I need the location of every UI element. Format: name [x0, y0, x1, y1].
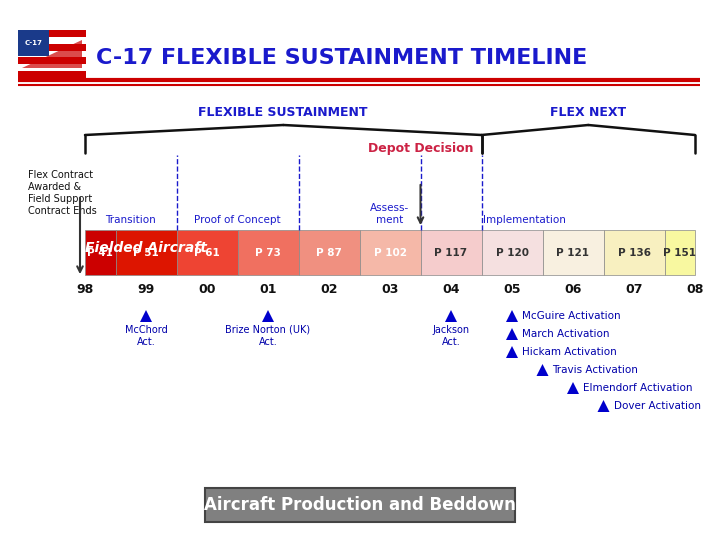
- Bar: [176, 230, 238, 275]
- Text: P 151: P 151: [663, 247, 696, 258]
- Bar: [665, 230, 695, 275]
- Text: Awarded &: Awarded &: [28, 182, 81, 192]
- Polygon shape: [506, 346, 518, 358]
- Bar: [603, 230, 665, 275]
- Text: Jackson
Act.: Jackson Act.: [433, 325, 469, 347]
- Text: P 102: P 102: [374, 247, 407, 258]
- Polygon shape: [445, 310, 457, 322]
- Polygon shape: [567, 382, 579, 394]
- Text: 00: 00: [198, 283, 216, 296]
- Polygon shape: [506, 328, 518, 340]
- Bar: [18, 44, 86, 51]
- Text: Depot Decision: Depot Decision: [368, 142, 473, 155]
- Text: FLEX NEXT: FLEX NEXT: [550, 106, 626, 119]
- Text: 06: 06: [564, 283, 582, 296]
- Text: 03: 03: [382, 283, 399, 296]
- Text: 07: 07: [625, 283, 643, 296]
- Polygon shape: [506, 310, 518, 322]
- Bar: [299, 230, 359, 275]
- Bar: [18, 51, 86, 57]
- Text: P 120: P 120: [495, 247, 528, 258]
- Text: 01: 01: [259, 283, 276, 296]
- Text: Elmendorf Activation: Elmendorf Activation: [583, 383, 693, 393]
- Bar: [205, 488, 515, 522]
- Bar: [85, 230, 115, 275]
- Bar: [18, 71, 86, 78]
- Text: P 73: P 73: [255, 247, 281, 258]
- Text: 04: 04: [442, 283, 460, 296]
- Text: Fielded Aircraft: Fielded Aircraft: [85, 240, 207, 254]
- Text: March Activation: March Activation: [522, 329, 610, 339]
- Text: 98: 98: [76, 283, 94, 296]
- Text: P 61: P 61: [194, 247, 220, 258]
- Text: Contract Ends: Contract Ends: [28, 206, 96, 216]
- Text: P 51: P 51: [133, 247, 159, 258]
- Polygon shape: [598, 400, 610, 412]
- Text: C-17 FLEXIBLE SUSTAINMENT TIMELINE: C-17 FLEXIBLE SUSTAINMENT TIMELINE: [96, 48, 588, 68]
- Text: Aircraft Production and Beddown: Aircraft Production and Beddown: [204, 496, 516, 514]
- Text: Brize Norton (UK)
Act.: Brize Norton (UK) Act.: [225, 325, 310, 347]
- Text: McGuire Activation: McGuire Activation: [522, 311, 621, 321]
- Bar: [18, 30, 49, 56]
- Text: FLEXIBLE SUSTAINMENT: FLEXIBLE SUSTAINMENT: [199, 106, 368, 119]
- Text: 99: 99: [138, 283, 155, 296]
- Text: Travis Activation: Travis Activation: [552, 365, 639, 375]
- Bar: [238, 230, 299, 275]
- Bar: [18, 64, 86, 71]
- Text: C-17: C-17: [24, 40, 42, 46]
- Text: 08: 08: [686, 283, 703, 296]
- Text: McChord
Act.: McChord Act.: [125, 325, 167, 347]
- Polygon shape: [22, 40, 82, 68]
- Text: Proof of Concept: Proof of Concept: [194, 215, 281, 225]
- Text: Transition: Transition: [105, 215, 156, 225]
- Text: 02: 02: [320, 283, 338, 296]
- Text: Flex Contract: Flex Contract: [28, 170, 93, 180]
- Text: P 41: P 41: [87, 247, 113, 258]
- Polygon shape: [262, 310, 274, 322]
- Bar: [420, 230, 482, 275]
- Text: Assess-
ment: Assess- ment: [370, 204, 410, 225]
- Text: Dover Activation: Dover Activation: [613, 401, 701, 411]
- Text: Implementation: Implementation: [483, 215, 566, 225]
- Bar: [482, 230, 542, 275]
- Bar: [18, 30, 86, 37]
- Polygon shape: [536, 364, 549, 376]
- Bar: [359, 230, 420, 275]
- Bar: [18, 37, 86, 44]
- Text: P 136: P 136: [618, 247, 650, 258]
- Text: Field Support: Field Support: [28, 194, 92, 204]
- Bar: [18, 57, 86, 64]
- Bar: [542, 230, 603, 275]
- Polygon shape: [140, 310, 152, 322]
- Text: P 117: P 117: [434, 247, 467, 258]
- Text: P 121: P 121: [557, 247, 590, 258]
- Text: 05: 05: [503, 283, 521, 296]
- Bar: [115, 230, 176, 275]
- Text: P 87: P 87: [316, 247, 342, 258]
- Text: Hickam Activation: Hickam Activation: [522, 347, 617, 357]
